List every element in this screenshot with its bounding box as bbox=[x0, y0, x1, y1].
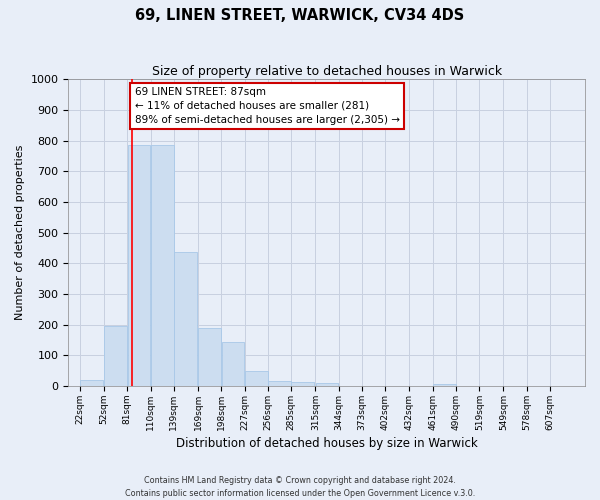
Text: Contains HM Land Registry data © Crown copyright and database right 2024.
Contai: Contains HM Land Registry data © Crown c… bbox=[125, 476, 475, 498]
Bar bbox=[316, 383, 338, 386]
Text: 69, LINEN STREET, WARWICK, CV34 4DS: 69, LINEN STREET, WARWICK, CV34 4DS bbox=[136, 8, 464, 22]
Bar bbox=[128, 145, 151, 386]
Bar bbox=[433, 384, 456, 386]
Bar bbox=[80, 380, 103, 386]
X-axis label: Distribution of detached houses by size in Warwick: Distribution of detached houses by size … bbox=[176, 437, 478, 450]
Bar bbox=[104, 326, 127, 386]
Bar bbox=[292, 382, 314, 386]
Bar bbox=[151, 145, 174, 386]
Bar bbox=[174, 252, 197, 386]
Bar bbox=[245, 370, 268, 386]
Bar bbox=[221, 342, 244, 386]
Y-axis label: Number of detached properties: Number of detached properties bbox=[15, 145, 25, 320]
Bar bbox=[198, 328, 221, 386]
Text: 69 LINEN STREET: 87sqm
← 11% of detached houses are smaller (281)
89% of semi-de: 69 LINEN STREET: 87sqm ← 11% of detached… bbox=[134, 87, 400, 125]
Bar bbox=[268, 380, 291, 386]
Title: Size of property relative to detached houses in Warwick: Size of property relative to detached ho… bbox=[152, 65, 502, 78]
